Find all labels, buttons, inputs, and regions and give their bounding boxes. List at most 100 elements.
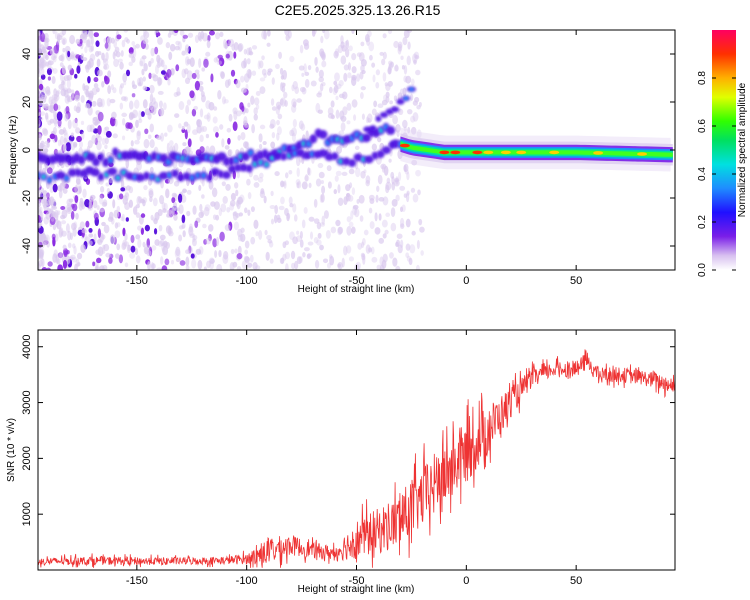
spectrogram-speck (353, 114, 357, 121)
spectrogram-branch-blob (113, 173, 123, 182)
spectrogram-speck (47, 60, 54, 66)
spectrogram-speck (189, 57, 195, 68)
spectrogram-speck (52, 117, 58, 125)
spectrogram-speck (236, 199, 241, 210)
spectrogram-speck (230, 192, 236, 201)
spectrogram-speck (51, 233, 56, 240)
spectrogram-speck (112, 133, 118, 139)
spectrogram-speck (218, 249, 222, 258)
spectrogram-speck (75, 212, 79, 220)
spectrogram-speck (67, 119, 72, 130)
spectrogram-speck (207, 34, 211, 42)
spectrogram-speck (419, 226, 425, 233)
spectrogram-speck (282, 241, 287, 249)
spectrogram-speck (88, 58, 94, 68)
spectrogram-speck (60, 53, 65, 62)
spectrogram-speck (409, 244, 416, 254)
spectrogram-speck (119, 85, 123, 95)
spectrogram-speck (100, 185, 105, 193)
colorbar-ticks: 0.0 0.2 0.4 0.6 0.8 (697, 71, 736, 277)
spectrogram-speck (184, 129, 188, 140)
spectrogram-speck (203, 206, 210, 217)
spectrogram-speck (279, 180, 285, 188)
spectrogram-speck (121, 112, 128, 118)
spectrogram-speck (270, 141, 276, 149)
spectrogram-speck (208, 101, 215, 111)
spectrogram-speck (326, 165, 332, 172)
spectrogram-speck (337, 184, 341, 194)
spectrogram-speck (149, 93, 154, 103)
spectrogram-speck (62, 259, 68, 269)
spectrogram-speck (49, 133, 56, 140)
spectrogram-speck (330, 226, 337, 234)
spectrogram-speck (375, 82, 380, 89)
spectrogram-speck (258, 133, 263, 143)
spectrogram-speck (290, 250, 296, 260)
spectrogram-speck (211, 187, 218, 198)
spectrogram-speck (118, 193, 124, 200)
spectrogram-speck (64, 113, 69, 122)
spectrogram-speck (232, 211, 238, 221)
spectrogram-speck (382, 33, 387, 39)
spectrogram-speck (397, 92, 403, 101)
spectrogram-speck (104, 144, 108, 150)
spectrogram-speck (202, 223, 207, 229)
spectrogram-speck (316, 92, 322, 98)
spectrogram-speck (173, 91, 179, 98)
spectrogram-speck (61, 37, 67, 45)
spectrogram-speck (80, 95, 85, 103)
spectrogram-speck (46, 267, 51, 270)
spectrogram-speck (210, 73, 214, 83)
spectrogram-speck (413, 59, 417, 65)
spectrogram-speck (356, 73, 361, 82)
spectrogram-speck (293, 214, 298, 222)
spectrogram-speck (371, 246, 375, 255)
spectrogram-speck (114, 222, 119, 229)
spectrogram-speck (181, 50, 186, 56)
spectrogram-speck (73, 245, 77, 255)
spectrogram-speck (131, 93, 136, 98)
spectrogram-speck (382, 233, 387, 239)
spectrogram-speck (302, 252, 306, 258)
spectrogram-speck (212, 116, 218, 124)
spectrogram-speck (109, 98, 116, 104)
spectrogram-speck (314, 56, 318, 66)
spectrogram-branch-blob (369, 125, 377, 132)
spectrogram-branch-blob (239, 163, 248, 172)
spectrogram-branch-blob (386, 125, 396, 135)
spectrogram-speck (185, 249, 190, 254)
spectrogram-speck (47, 76, 52, 81)
spectrogram-speck (114, 46, 120, 53)
spectrogram-speck (46, 142, 50, 148)
spectrogram-speck (117, 58, 123, 63)
spectrogram-speck (42, 50, 48, 59)
spectrogram-speck (327, 112, 334, 119)
spectrogram-speck (274, 204, 279, 215)
spectrogram-speck (43, 202, 49, 212)
spectrogram-speck (105, 182, 110, 187)
spectrogram-speck (194, 69, 200, 74)
spectrogram-branch-blob (371, 151, 379, 160)
spectrogram-speck (121, 39, 126, 48)
spectrogram-speck (98, 194, 104, 205)
x-tick-label: -150 (126, 575, 148, 587)
spectrogram-speck (279, 257, 285, 265)
spectrogram-speck (179, 260, 186, 266)
spectrogram-speck (131, 80, 135, 87)
spectrogram-speck (244, 249, 249, 255)
spectrogram-speck (113, 58, 119, 68)
snr-series-line (38, 349, 675, 568)
spectrogram-speck (278, 205, 285, 211)
spectrogram-branch-blob (39, 172, 48, 181)
spectrogram-speck (418, 218, 423, 226)
spectrogram-speck (58, 32, 64, 38)
spectrogram-speck (50, 213, 55, 222)
spectrogram-speck (319, 244, 324, 251)
spectrogram-speck (195, 248, 202, 255)
spectrogram-speck (167, 213, 173, 219)
spectrogram-speck (271, 77, 275, 85)
spectrogram-speck (292, 236, 298, 245)
spectrogram-speck (142, 85, 148, 91)
spectrogram-speck (402, 36, 408, 46)
spectrogram-speck (150, 57, 154, 64)
